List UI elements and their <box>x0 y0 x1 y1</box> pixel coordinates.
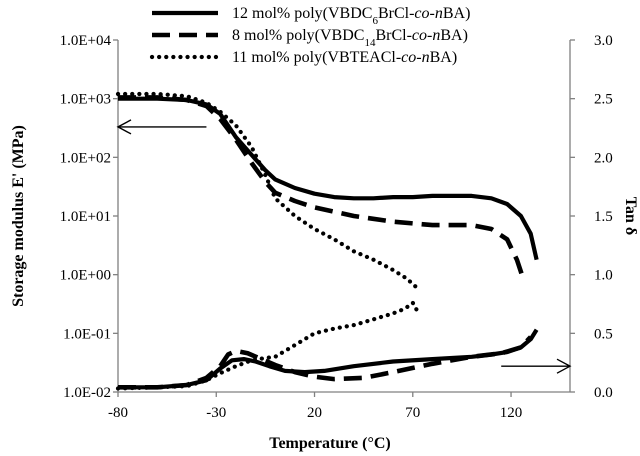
series-line-solid-left <box>118 96 539 261</box>
right-y-tick-label: 0.5 <box>594 326 613 342</box>
series-line-dotted-left <box>115 91 419 290</box>
tick-labels: 1.0E-02 1.0E-01 1.0E+00 1.0E+01 1.0E+02 1.0E+… <box>60 33 613 421</box>
right-y-tick-label: 0.0 <box>594 385 613 401</box>
right-y-tick-label: 2.0 <box>594 150 613 166</box>
right-y-tick-label: 3.0 <box>594 33 613 49</box>
arrow-head <box>116 119 132 135</box>
right-y-axis-title: Tan δ <box>622 197 639 235</box>
series-lines <box>115 91 539 391</box>
left-y-tick-label: 1.0E-02 <box>63 385 111 401</box>
left-y-tick-label: 1.0E-01 <box>63 326 111 342</box>
arrow-head <box>556 358 572 374</box>
series-line-dashed-left <box>118 95 525 279</box>
left-y-tick-label: 1.0E+03 <box>60 92 111 108</box>
left-y-tick-label: 1.0E+01 <box>60 209 111 225</box>
x-tick-label: 120 <box>500 405 523 421</box>
right-y-tick-label: 1.0 <box>594 268 613 284</box>
left-y-tick-label: 1.0E+04 <box>60 33 112 49</box>
series-line-dotted-right <box>115 300 419 391</box>
left-y-axis-title: Storage modulus E' (MPa) <box>10 125 27 307</box>
x-tick-label: -30 <box>206 405 226 421</box>
legend: 12 mol% poly(VBDC6BrCl-co-nBA)8 mol% pol… <box>149 5 470 66</box>
x-axis-title: Temperature (°C) <box>269 435 390 452</box>
left-y-tick-label: 1.0E+00 <box>60 268 111 284</box>
legend-label: 12 mol% poly(VBDC6BrCl-co-nBA) <box>232 5 470 27</box>
x-tick-label: 20 <box>307 405 322 421</box>
axes <box>113 39 575 397</box>
right-y-tick-label: 1.5 <box>594 209 613 225</box>
left-y-tick-label: 1.0E+02 <box>60 150 111 166</box>
series-line-dashed-right <box>118 335 533 390</box>
axis-arrows <box>116 119 572 374</box>
legend-label: 8 mol% poly(VBDC14BrCl-co-nBA) <box>232 27 468 49</box>
x-tick-label: -80 <box>108 405 128 421</box>
x-tick-label: 70 <box>405 405 420 421</box>
legend-label: 11 mol% poly(VBTEACl-co-nBA) <box>232 49 457 66</box>
right-y-tick-label: 2.5 <box>594 92 613 108</box>
